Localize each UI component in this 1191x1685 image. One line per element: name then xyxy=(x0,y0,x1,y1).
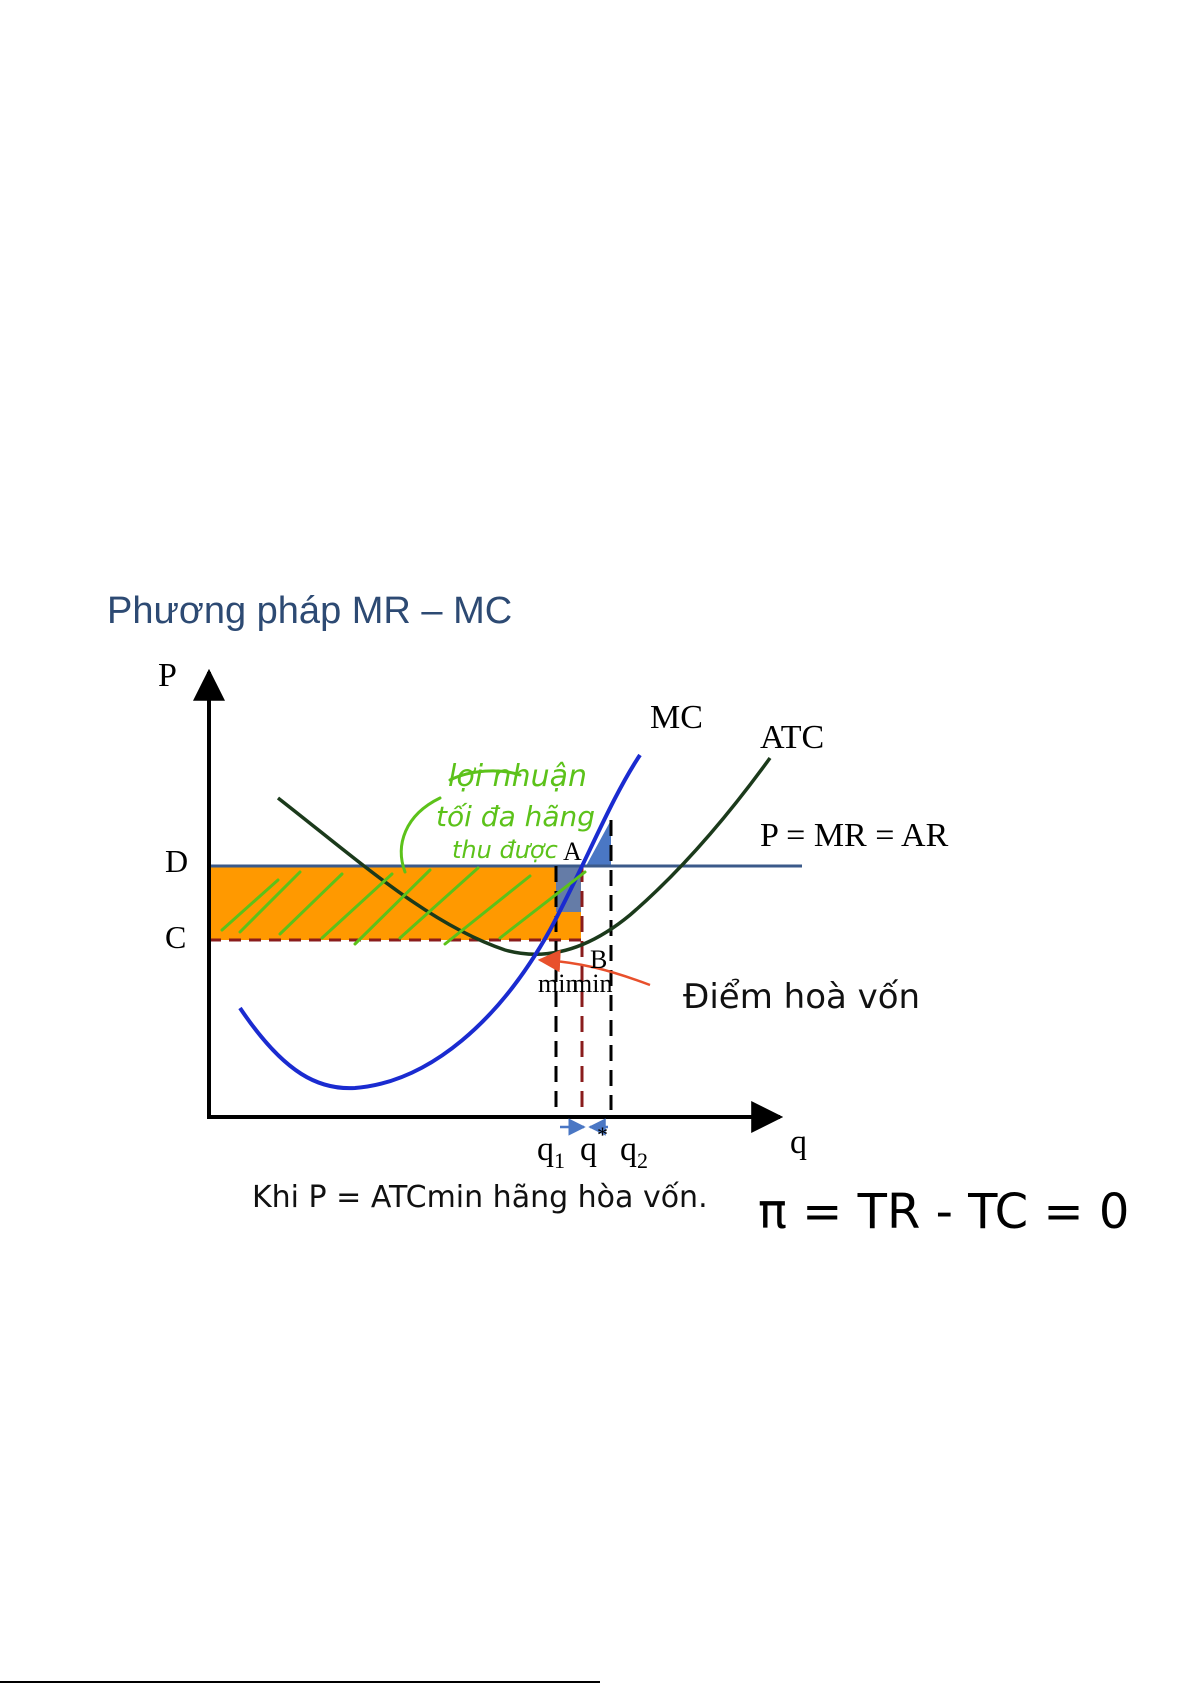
point-label-b: B xyxy=(590,945,607,974)
handwritten-hatching xyxy=(220,769,587,946)
handwritten-note: lợi nhuận tối đa hãng thu được xyxy=(436,759,595,864)
caption: Khi P = ATCmin hãng hòa vốn. xyxy=(252,1180,708,1215)
point-label-a: A xyxy=(563,837,582,866)
break-even-label: Điểm hoà vốn xyxy=(683,977,920,1017)
break-even-arrow xyxy=(537,949,651,987)
mc-min-label: min xyxy=(538,969,578,998)
loss-triangle xyxy=(586,820,611,866)
page-title: Phương pháp MR – MC xyxy=(107,590,513,632)
footer-rule xyxy=(0,1681,600,1683)
svg-text:tối đa hãng: tối đa hãng xyxy=(436,800,595,833)
atc-min-label: min xyxy=(572,969,612,998)
q2-label: q2 xyxy=(620,1131,648,1173)
atc-label: ATC xyxy=(760,719,824,756)
handwritten-formula: π = TR - TC = 0 xyxy=(758,1184,1129,1240)
mc-label: MC xyxy=(650,699,703,736)
qstar-label: q* xyxy=(580,1122,608,1168)
price-line-label: P = MR = AR xyxy=(760,817,949,854)
q1-label: q1 xyxy=(537,1131,565,1173)
y-axis-label: P xyxy=(158,657,177,694)
svg-text:thu được: thu được xyxy=(452,836,558,864)
price-label-c: C xyxy=(165,919,186,955)
price-label-d: D xyxy=(165,843,188,879)
x-axis-label: q xyxy=(790,1124,807,1161)
svg-text:lợi nhuận: lợi nhuận xyxy=(448,759,587,794)
mc-curve xyxy=(238,753,642,1091)
